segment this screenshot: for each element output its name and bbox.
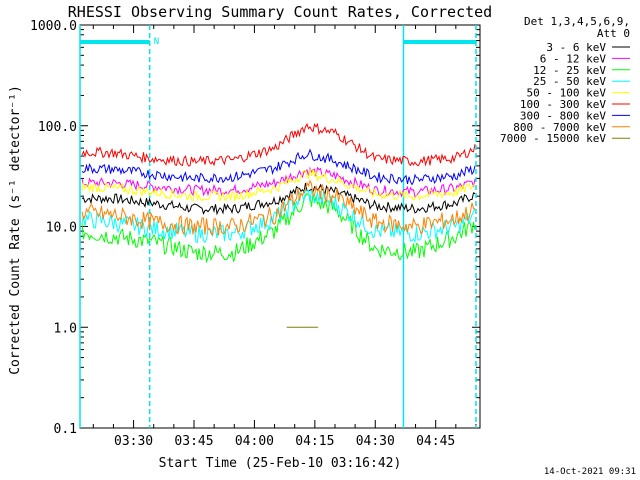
y-tick-label: 0.1 [54, 422, 77, 437]
y-axis-label: Corrected Count Rate (s⁻¹ detector⁻¹) [8, 85, 23, 375]
x-tick-label: 03:30 [114, 434, 153, 449]
legend-label: 300 - 800 keV [520, 109, 606, 122]
x-tick-labels: 03:30 03:45 04:00 04:15 04:30 04:45 [114, 434, 455, 449]
y-tick-label: 100.0 [38, 120, 77, 135]
series-line [81, 183, 476, 216]
footer-timestamp: 14-Oct-2021 09:31 [544, 467, 636, 477]
legend-label: 800 - 7000 keV [513, 121, 606, 134]
y-tick-label: 10.0 [46, 221, 77, 236]
legend-header-line2: Att 0 [597, 27, 630, 40]
y-tick-label: 1000.0 [30, 19, 77, 34]
x-tick-label: 03:45 [174, 434, 213, 449]
series-line [81, 192, 476, 264]
series-line [81, 179, 476, 237]
flag-label: N [154, 37, 159, 47]
x-tick-label: 04:00 [235, 434, 274, 449]
x-tick-label: 04:15 [295, 434, 334, 449]
plot-axes [79, 24, 481, 429]
flag-bar [403, 40, 476, 44]
series-line [81, 189, 476, 244]
legend-label: 100 - 300 keV [520, 98, 606, 111]
plot-frame [79, 24, 481, 429]
x-tick-label: 04:30 [356, 434, 395, 449]
series-line [81, 168, 476, 203]
y-tick-labels: 1000.0 100.0 10.0 1.0 0.1 [30, 19, 77, 437]
series-line [81, 148, 476, 186]
x-axis-label: Start Time (25-Feb-10 03:16:42) [159, 456, 402, 471]
series-line [81, 122, 476, 167]
series-line [81, 166, 476, 198]
legend-label: 12 - 25 keV [533, 64, 606, 77]
legend-label: 50 - 100 keV [527, 87, 607, 100]
legend-header-line1: Det 1,3,4,5,6,9, [524, 15, 630, 28]
legend-label: 6 - 12 keV [540, 52, 607, 65]
series-lines [81, 122, 476, 328]
legend-label: 7000 - 15000 keV [500, 132, 606, 145]
legend-label: 3 - 6 keV [546, 41, 606, 54]
y-tick-label: 1.0 [54, 321, 77, 336]
x-tick-label: 04:45 [416, 434, 455, 449]
flag-bar [80, 40, 150, 44]
legend-label: 25 - 50 keV [533, 75, 606, 88]
chart-title: RHESSI Observing Summary Count Rates, Co… [68, 3, 492, 21]
